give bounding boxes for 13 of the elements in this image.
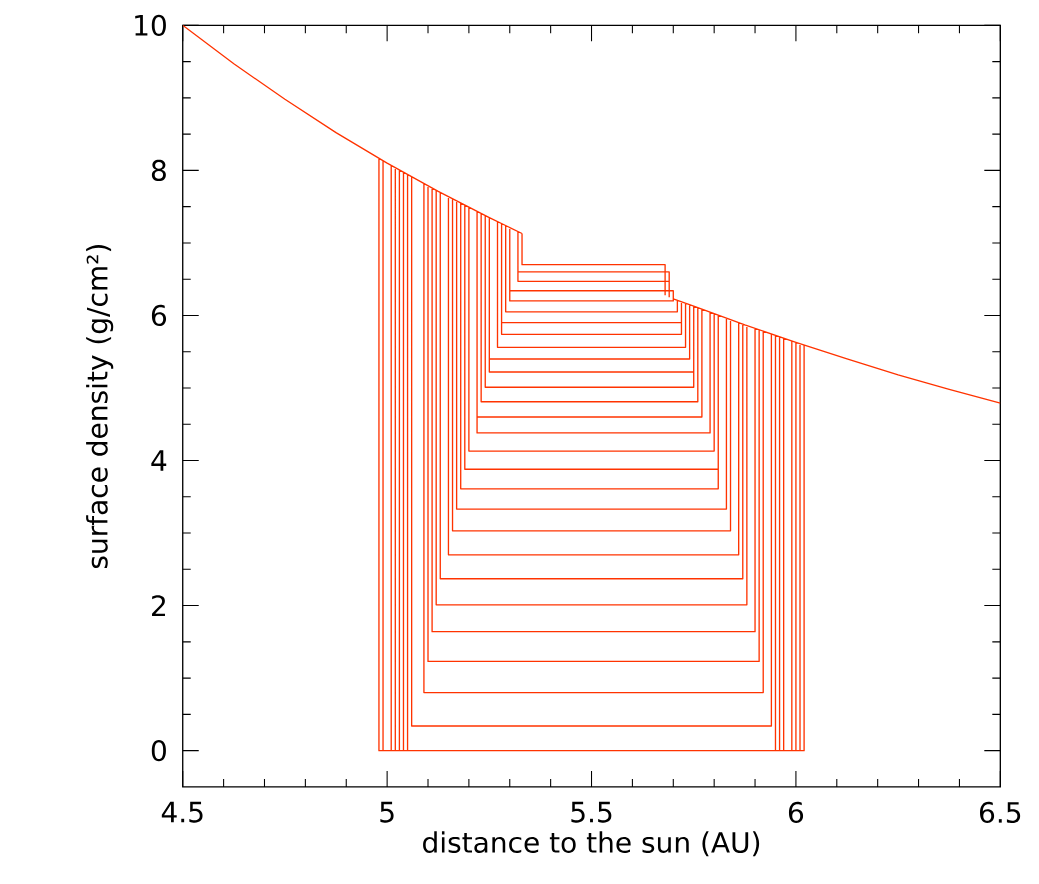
x-tick-label: 4.5 xyxy=(161,801,203,823)
x-tick-label: 6 xyxy=(788,801,804,823)
y-tick-label: 8 xyxy=(151,159,166,181)
y-axis-title: surface density (g/cm²) xyxy=(86,244,114,568)
x-axis-title: distance to the sun (AU) xyxy=(423,831,760,857)
y-tick-label: 10 xyxy=(135,14,166,36)
x-tick-label: 6.5 xyxy=(979,801,1021,823)
y-tick-label: 6 xyxy=(151,304,167,326)
y-tick-label: 0 xyxy=(151,739,166,762)
y-tick-label: 4 xyxy=(151,450,167,471)
x-tick-label: 5 xyxy=(380,801,394,823)
y-tick-label: 2 xyxy=(152,595,165,616)
x-tick-label: 5.5 xyxy=(571,801,612,823)
